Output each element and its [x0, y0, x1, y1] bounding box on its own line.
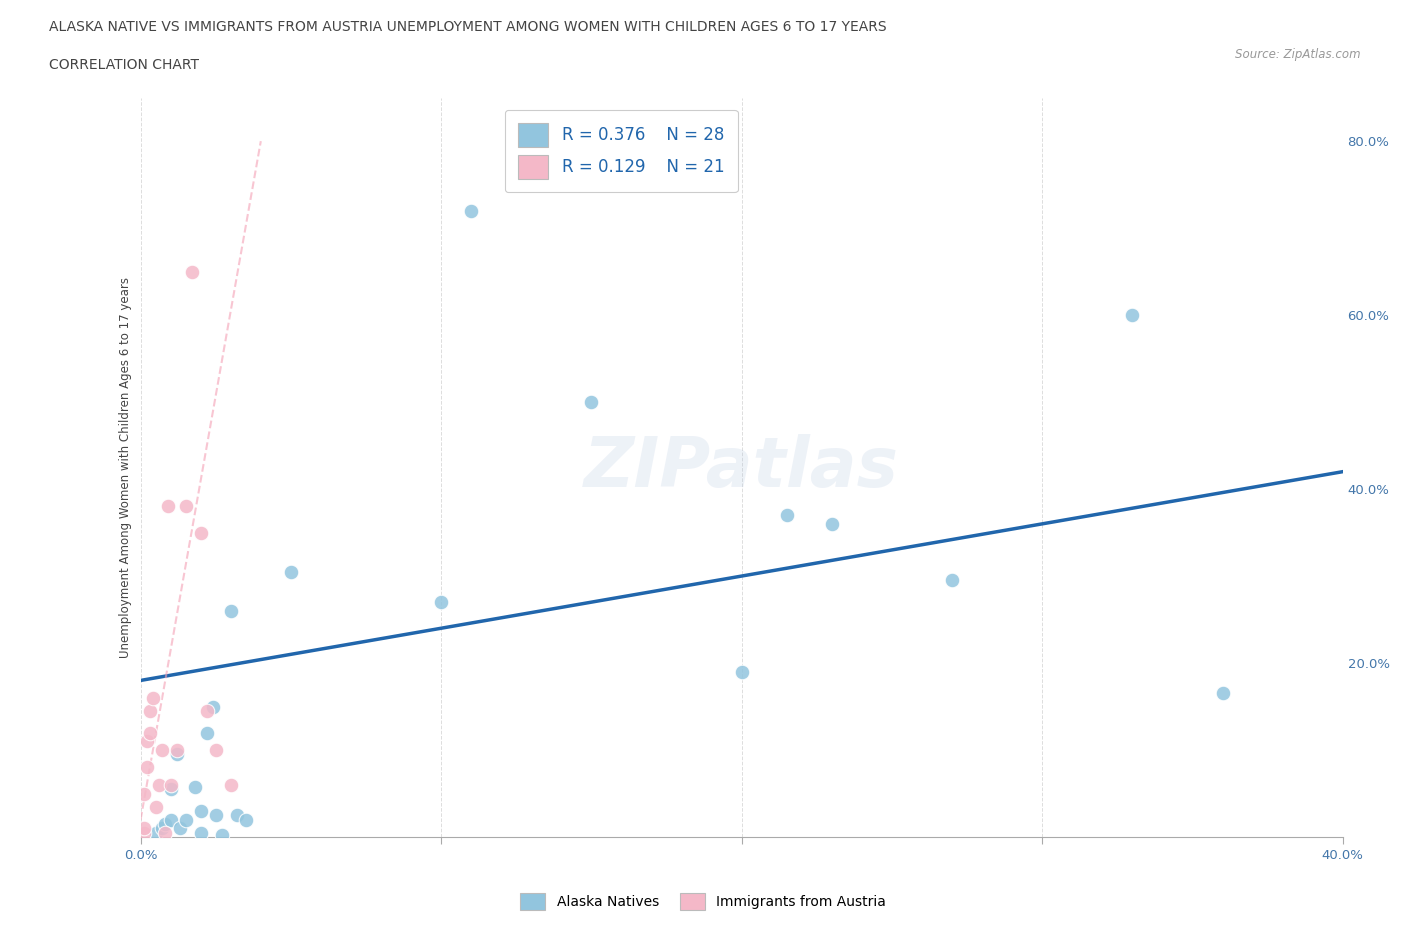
Point — [153, 817, 176, 831]
Point — [135, 734, 157, 749]
Text: Source: ZipAtlas.com: Source: ZipAtlas.com — [1236, 48, 1361, 61]
Point — [166, 742, 188, 757]
Point — [1121, 308, 1143, 323]
Point — [731, 664, 754, 679]
Point — [195, 725, 218, 740]
Point — [145, 799, 167, 814]
Point — [204, 742, 226, 757]
Point — [190, 804, 212, 818]
Point — [174, 812, 197, 827]
Point — [150, 821, 173, 836]
Y-axis label: Unemployment Among Women with Children Ages 6 to 17 years: Unemployment Among Women with Children A… — [120, 277, 132, 658]
Text: ALASKA NATIVE VS IMMIGRANTS FROM AUSTRIA UNEMPLOYMENT AMONG WOMEN WITH CHILDREN : ALASKA NATIVE VS IMMIGRANTS FROM AUSTRIA… — [49, 20, 887, 34]
Point — [132, 825, 155, 840]
Point — [183, 779, 205, 794]
Point — [156, 499, 179, 514]
Legend: Alaska Natives, Immigrants from Austria: Alaska Natives, Immigrants from Austria — [515, 887, 891, 916]
Point — [219, 777, 242, 792]
Point — [941, 573, 963, 588]
Point — [204, 808, 226, 823]
Point — [166, 747, 188, 762]
Point — [169, 821, 191, 836]
Point — [153, 825, 176, 840]
Point — [219, 604, 242, 618]
Point — [145, 825, 167, 840]
Point — [180, 264, 202, 279]
Point — [135, 760, 157, 775]
Point — [460, 204, 482, 219]
Point — [174, 499, 197, 514]
Point — [225, 808, 247, 823]
Point — [776, 508, 799, 523]
Point — [581, 394, 603, 409]
Text: ZIPatlas: ZIPatlas — [583, 433, 900, 501]
Legend: R = 0.376    N = 28, R = 0.129    N = 21: R = 0.376 N = 28, R = 0.129 N = 21 — [505, 110, 738, 192]
Point — [142, 690, 165, 705]
Text: CORRELATION CHART: CORRELATION CHART — [49, 58, 200, 72]
Point — [138, 703, 160, 718]
Point — [148, 777, 170, 792]
Point — [159, 782, 181, 797]
Point — [190, 525, 212, 540]
Point — [132, 821, 155, 836]
Point — [159, 777, 181, 792]
Point — [235, 812, 257, 827]
Point — [132, 786, 155, 801]
Point — [190, 825, 212, 840]
Point — [159, 812, 181, 827]
Point — [195, 703, 218, 718]
Point — [150, 742, 173, 757]
Point — [280, 565, 302, 579]
Point — [138, 725, 160, 740]
Point — [430, 594, 453, 609]
Point — [821, 516, 844, 531]
Point — [201, 699, 224, 714]
Point — [211, 828, 233, 843]
Point — [1212, 686, 1234, 701]
